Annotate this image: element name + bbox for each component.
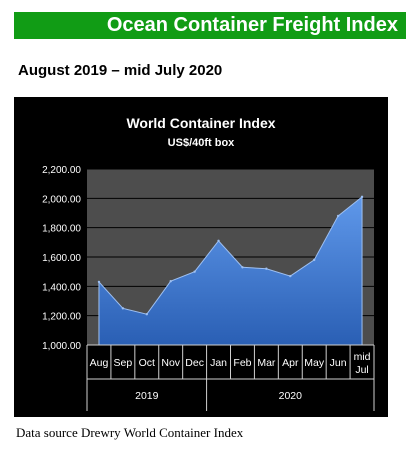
data-source-note: Data source Drewry World Container Index <box>16 425 244 440</box>
data-point <box>97 280 101 284</box>
x-tick-label: May <box>304 357 325 369</box>
x-tick-label: Sep <box>114 357 133 369</box>
x-tick-label: Nov <box>161 357 180 369</box>
y-tick-label: 1,200.00 <box>42 312 81 323</box>
x-tick-label-line: Jul <box>355 364 368 376</box>
y-tick-label: 2,000.00 <box>42 194 81 205</box>
x-group-label: 2020 <box>279 390 303 402</box>
x-tick-label: mid Jul <box>354 351 371 376</box>
data-point <box>121 307 125 310</box>
x-tick-label: Jan <box>210 357 227 369</box>
data-point <box>169 280 172 283</box>
data-point <box>313 258 316 262</box>
x-tick-label: Mar <box>257 357 276 369</box>
data-point <box>193 270 196 273</box>
x-tick-label-line: mid <box>354 351 371 363</box>
data-point <box>265 267 268 270</box>
data-point <box>217 239 220 243</box>
data-point <box>289 274 292 278</box>
chart-svg: World Container Index US$/40ft box 1,000… <box>42 115 375 411</box>
x-tick-label: Feb <box>233 357 251 369</box>
x-tick-label: Apr <box>282 357 299 369</box>
y-tick-label: 1,400.00 <box>42 282 81 293</box>
chart-subtitle: US$/40ft box <box>168 137 236 149</box>
data-point <box>336 214 340 218</box>
page-banner-title: Ocean Container Freight Index <box>14 12 406 39</box>
x-tick-label: Aug <box>90 357 109 369</box>
x-tick-label: Jun <box>330 357 347 369</box>
date-range-subtitle: August 2019 – mid July 2020 <box>18 62 223 79</box>
chart-container: World Container Index US$/40ft box 1,000… <box>14 97 388 417</box>
y-tick-label: 1,600.00 <box>42 253 81 264</box>
chart-title: World Container Index <box>126 115 275 131</box>
x-tick-label: Oct <box>139 357 155 369</box>
y-tick-label: 2,200.00 <box>42 165 81 176</box>
y-tick-label: 1,000.00 <box>42 341 81 352</box>
data-point <box>145 313 148 316</box>
x-group-label: 2019 <box>135 390 159 402</box>
data-point <box>241 266 244 269</box>
x-tick-label: Dec <box>185 357 204 369</box>
data-point <box>360 195 364 199</box>
y-tick-label: 1,800.00 <box>42 224 81 235</box>
